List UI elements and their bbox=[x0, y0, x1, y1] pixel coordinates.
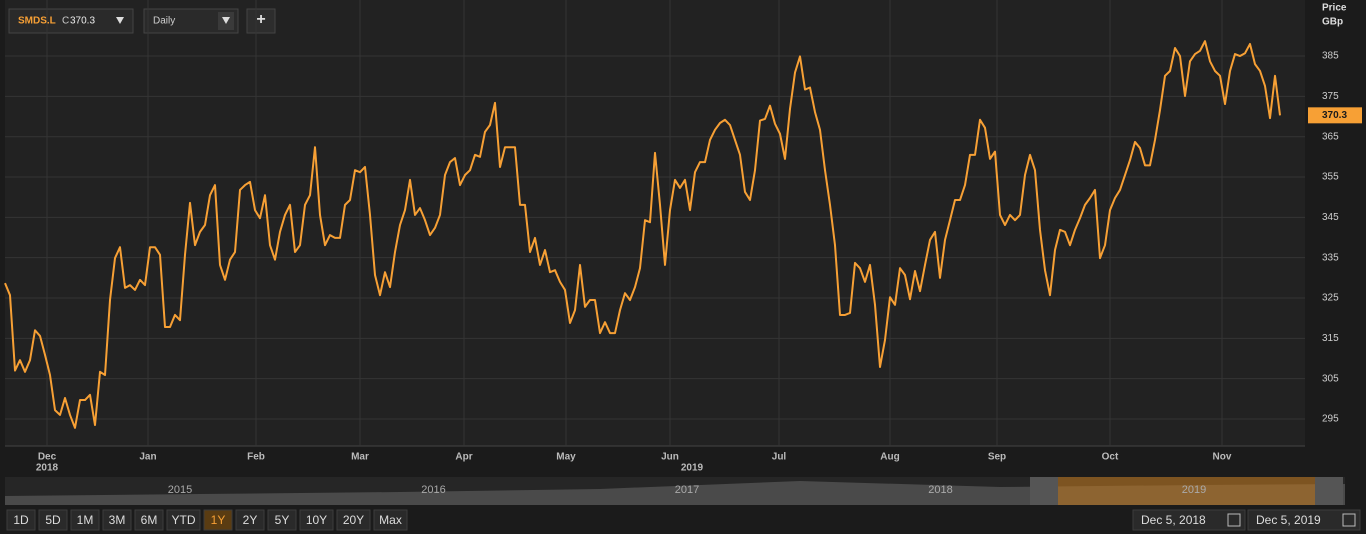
year-label: 2019 bbox=[681, 463, 704, 474]
range-label: 2Y bbox=[243, 513, 258, 527]
close-price: 370.3 bbox=[70, 16, 95, 27]
range-label: 10Y bbox=[306, 513, 327, 527]
range-label: Max bbox=[379, 513, 402, 527]
range-button[interactable] bbox=[38, 509, 68, 531]
range-button[interactable] bbox=[102, 509, 132, 531]
y-tick-label: 325 bbox=[1322, 293, 1339, 304]
ticker: SMDS.L bbox=[18, 16, 56, 27]
x-tick-label: Jul bbox=[772, 452, 787, 463]
x-tick-label: Jan bbox=[139, 452, 156, 463]
range-button[interactable] bbox=[134, 509, 164, 531]
add-button[interactable] bbox=[246, 8, 276, 34]
range-button[interactable] bbox=[267, 509, 297, 531]
plot-area bbox=[5, 0, 1305, 446]
y-tick-label: 315 bbox=[1322, 333, 1339, 344]
x-tick-label: Dec bbox=[38, 452, 57, 463]
last-price-tag bbox=[1308, 107, 1362, 124]
x-tick-label: Apr bbox=[455, 452, 472, 463]
y-tick-label: 305 bbox=[1322, 373, 1339, 384]
range-button[interactable] bbox=[203, 509, 233, 531]
y-tick-label: 295 bbox=[1322, 414, 1339, 425]
range-button[interactable] bbox=[299, 509, 334, 531]
calendar-icon[interactable] bbox=[1342, 513, 1356, 527]
date-from-box[interactable] bbox=[1132, 509, 1246, 531]
range-button[interactable] bbox=[166, 509, 201, 531]
dropdown-arrow bbox=[116, 17, 124, 24]
x-tick-label: Aug bbox=[880, 452, 899, 463]
range-label: 20Y bbox=[343, 513, 364, 527]
x-tick-label: Mar bbox=[351, 452, 369, 463]
range-label: 5Y bbox=[275, 513, 290, 527]
range-label: 5D bbox=[45, 513, 61, 527]
date-to-box[interactable] bbox=[1247, 509, 1361, 531]
range-label: YTD bbox=[172, 513, 196, 527]
range-label: 3M bbox=[109, 513, 126, 527]
range-button[interactable] bbox=[6, 509, 36, 531]
x-tick-label: Sep bbox=[988, 452, 1006, 463]
navigator-year: 2019 bbox=[1182, 484, 1206, 496]
y-tick-label: 385 bbox=[1322, 51, 1339, 62]
range-label: 1Y bbox=[211, 513, 226, 527]
range-label: 1D bbox=[13, 513, 29, 527]
year-label: 2018 bbox=[36, 463, 59, 474]
close-prefix: C bbox=[62, 16, 69, 27]
y-title: Price bbox=[1322, 3, 1347, 14]
interval: Daily bbox=[153, 16, 175, 27]
calendar-icon[interactable] bbox=[1227, 513, 1241, 527]
navigator-handle[interactable] bbox=[1030, 477, 1058, 505]
navigator-year: 2018 bbox=[928, 484, 952, 496]
y-tick-label: 335 bbox=[1322, 252, 1339, 263]
y-tick-label: 345 bbox=[1322, 212, 1339, 223]
navigator-year: 2016 bbox=[421, 484, 445, 496]
x-tick-label: May bbox=[556, 452, 576, 463]
date-from: Dec 5, 2018 bbox=[1141, 513, 1206, 527]
range-button[interactable] bbox=[235, 509, 265, 531]
range-label: 6M bbox=[141, 513, 158, 527]
symbol-box[interactable] bbox=[8, 8, 134, 34]
navigator-year: 2015 bbox=[168, 484, 192, 496]
range-button[interactable] bbox=[373, 509, 408, 531]
date-to: Dec 5, 2019 bbox=[1256, 513, 1321, 527]
navigator-year: 2017 bbox=[675, 484, 699, 496]
navigator-window[interactable] bbox=[1044, 477, 1329, 505]
price-line bbox=[4, 40, 1281, 429]
range-button[interactable] bbox=[336, 509, 371, 531]
y-tick-label: 375 bbox=[1322, 91, 1339, 102]
navigator-handle[interactable] bbox=[1315, 477, 1343, 505]
x-tick-label: Jun bbox=[661, 452, 679, 463]
x-tick-label: Oct bbox=[1102, 452, 1119, 463]
y-tick-label: 365 bbox=[1322, 131, 1339, 142]
range-button[interactable] bbox=[70, 509, 100, 531]
y-tick-label: 355 bbox=[1322, 172, 1339, 183]
x-tick-label: Nov bbox=[1213, 452, 1232, 463]
dropdown-arrow bbox=[222, 17, 230, 24]
y-unit: GBp bbox=[1322, 17, 1343, 28]
x-tick-label: Feb bbox=[247, 452, 265, 463]
navigator-area bbox=[5, 481, 1345, 505]
last-price-label: 370.3 bbox=[1322, 110, 1347, 121]
add-icon: + bbox=[256, 11, 265, 28]
range-label: 1M bbox=[77, 513, 94, 527]
